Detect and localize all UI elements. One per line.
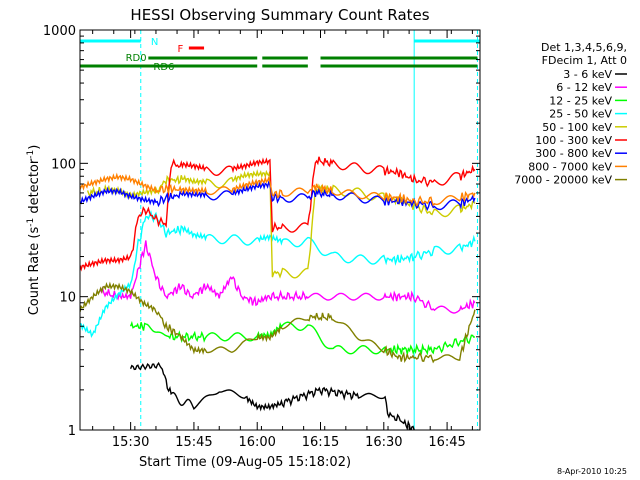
plot-area: N F RD0 RD6 xyxy=(79,29,481,431)
y-tick-label: 1 xyxy=(68,424,76,439)
y-tick-label: 1000 xyxy=(43,24,76,39)
y-axis-label-part-1: Count Rate (s xyxy=(27,227,42,316)
legend-item-label: 12 - 25 keV xyxy=(549,94,612,107)
chart-title: HESSI Observing Summary Count Rates xyxy=(130,6,429,24)
y-axis-label-sup-1: -1 xyxy=(26,218,36,227)
y-axis: 1 10 100 1000 xyxy=(43,24,480,439)
rd6-flag-label: RD6 xyxy=(153,62,174,73)
legend-item-label: 7000 - 20000 keV xyxy=(514,174,612,187)
legend-item-label: 3 - 6 keV xyxy=(563,68,612,81)
timestamp: 8-Apr-2010 10:25 xyxy=(557,467,627,476)
legend-header-line-1: Det 1,3,4,5,6,9, xyxy=(541,41,627,54)
x-tick-label: 16:00 xyxy=(238,435,275,450)
x-tick-label: 15:30 xyxy=(112,435,149,450)
legend-item-label: 50 - 100 keV xyxy=(542,121,612,134)
legend-item-label: 25 - 50 keV xyxy=(549,108,612,121)
series-line-1 xyxy=(99,240,476,314)
legend-item-label: 800 - 7000 keV xyxy=(528,160,612,173)
series-line-0 xyxy=(129,361,415,430)
y-axis-label-sup-2: -1 xyxy=(26,150,36,159)
data-layer: N F RD0 RD6 xyxy=(80,30,480,430)
x-axis-label: Start Time (09-Aug-05 15:18:02) xyxy=(139,455,351,470)
legend-item-label: 100 - 300 keV xyxy=(535,134,612,147)
legend: Det 1,3,4,5,6,9, FDecim 1, Att 0 3 - 6 k… xyxy=(514,41,627,187)
series-line-4 xyxy=(86,169,476,279)
f-flag-label: F xyxy=(177,44,183,55)
series-line-3 xyxy=(80,210,476,338)
y-tick-label: 10 xyxy=(59,291,76,306)
legend-item-label: 6 - 12 keV xyxy=(556,81,612,94)
plot-frame xyxy=(79,29,481,431)
x-axis: 15:30 15:45 16:00 16:15 16:30 16:45 xyxy=(92,30,473,450)
series-line-8 xyxy=(80,281,476,364)
y-axis-label-part-3: ) xyxy=(27,145,42,150)
rd0-flag-label: RD0 xyxy=(126,53,147,64)
n-flag-label: N xyxy=(151,37,158,48)
y-tick-label: 100 xyxy=(51,157,76,172)
y-axis-label-part-2: detector xyxy=(27,158,42,218)
x-tick-label: 16:15 xyxy=(302,435,339,450)
x-tick-label: 15:45 xyxy=(175,435,212,450)
x-tick-label: 16:30 xyxy=(365,435,402,450)
series-line-2 xyxy=(129,320,476,356)
series-line-7 xyxy=(80,172,476,207)
series-line-5 xyxy=(80,156,476,272)
x-tick-label: 16:45 xyxy=(428,435,465,450)
y-axis-label: Count Rate (s-1 detector-1) xyxy=(26,145,42,316)
legend-header-line-2: FDecim 1, Att 0 xyxy=(542,54,627,67)
legend-item-label: 300 - 800 keV xyxy=(535,147,612,160)
